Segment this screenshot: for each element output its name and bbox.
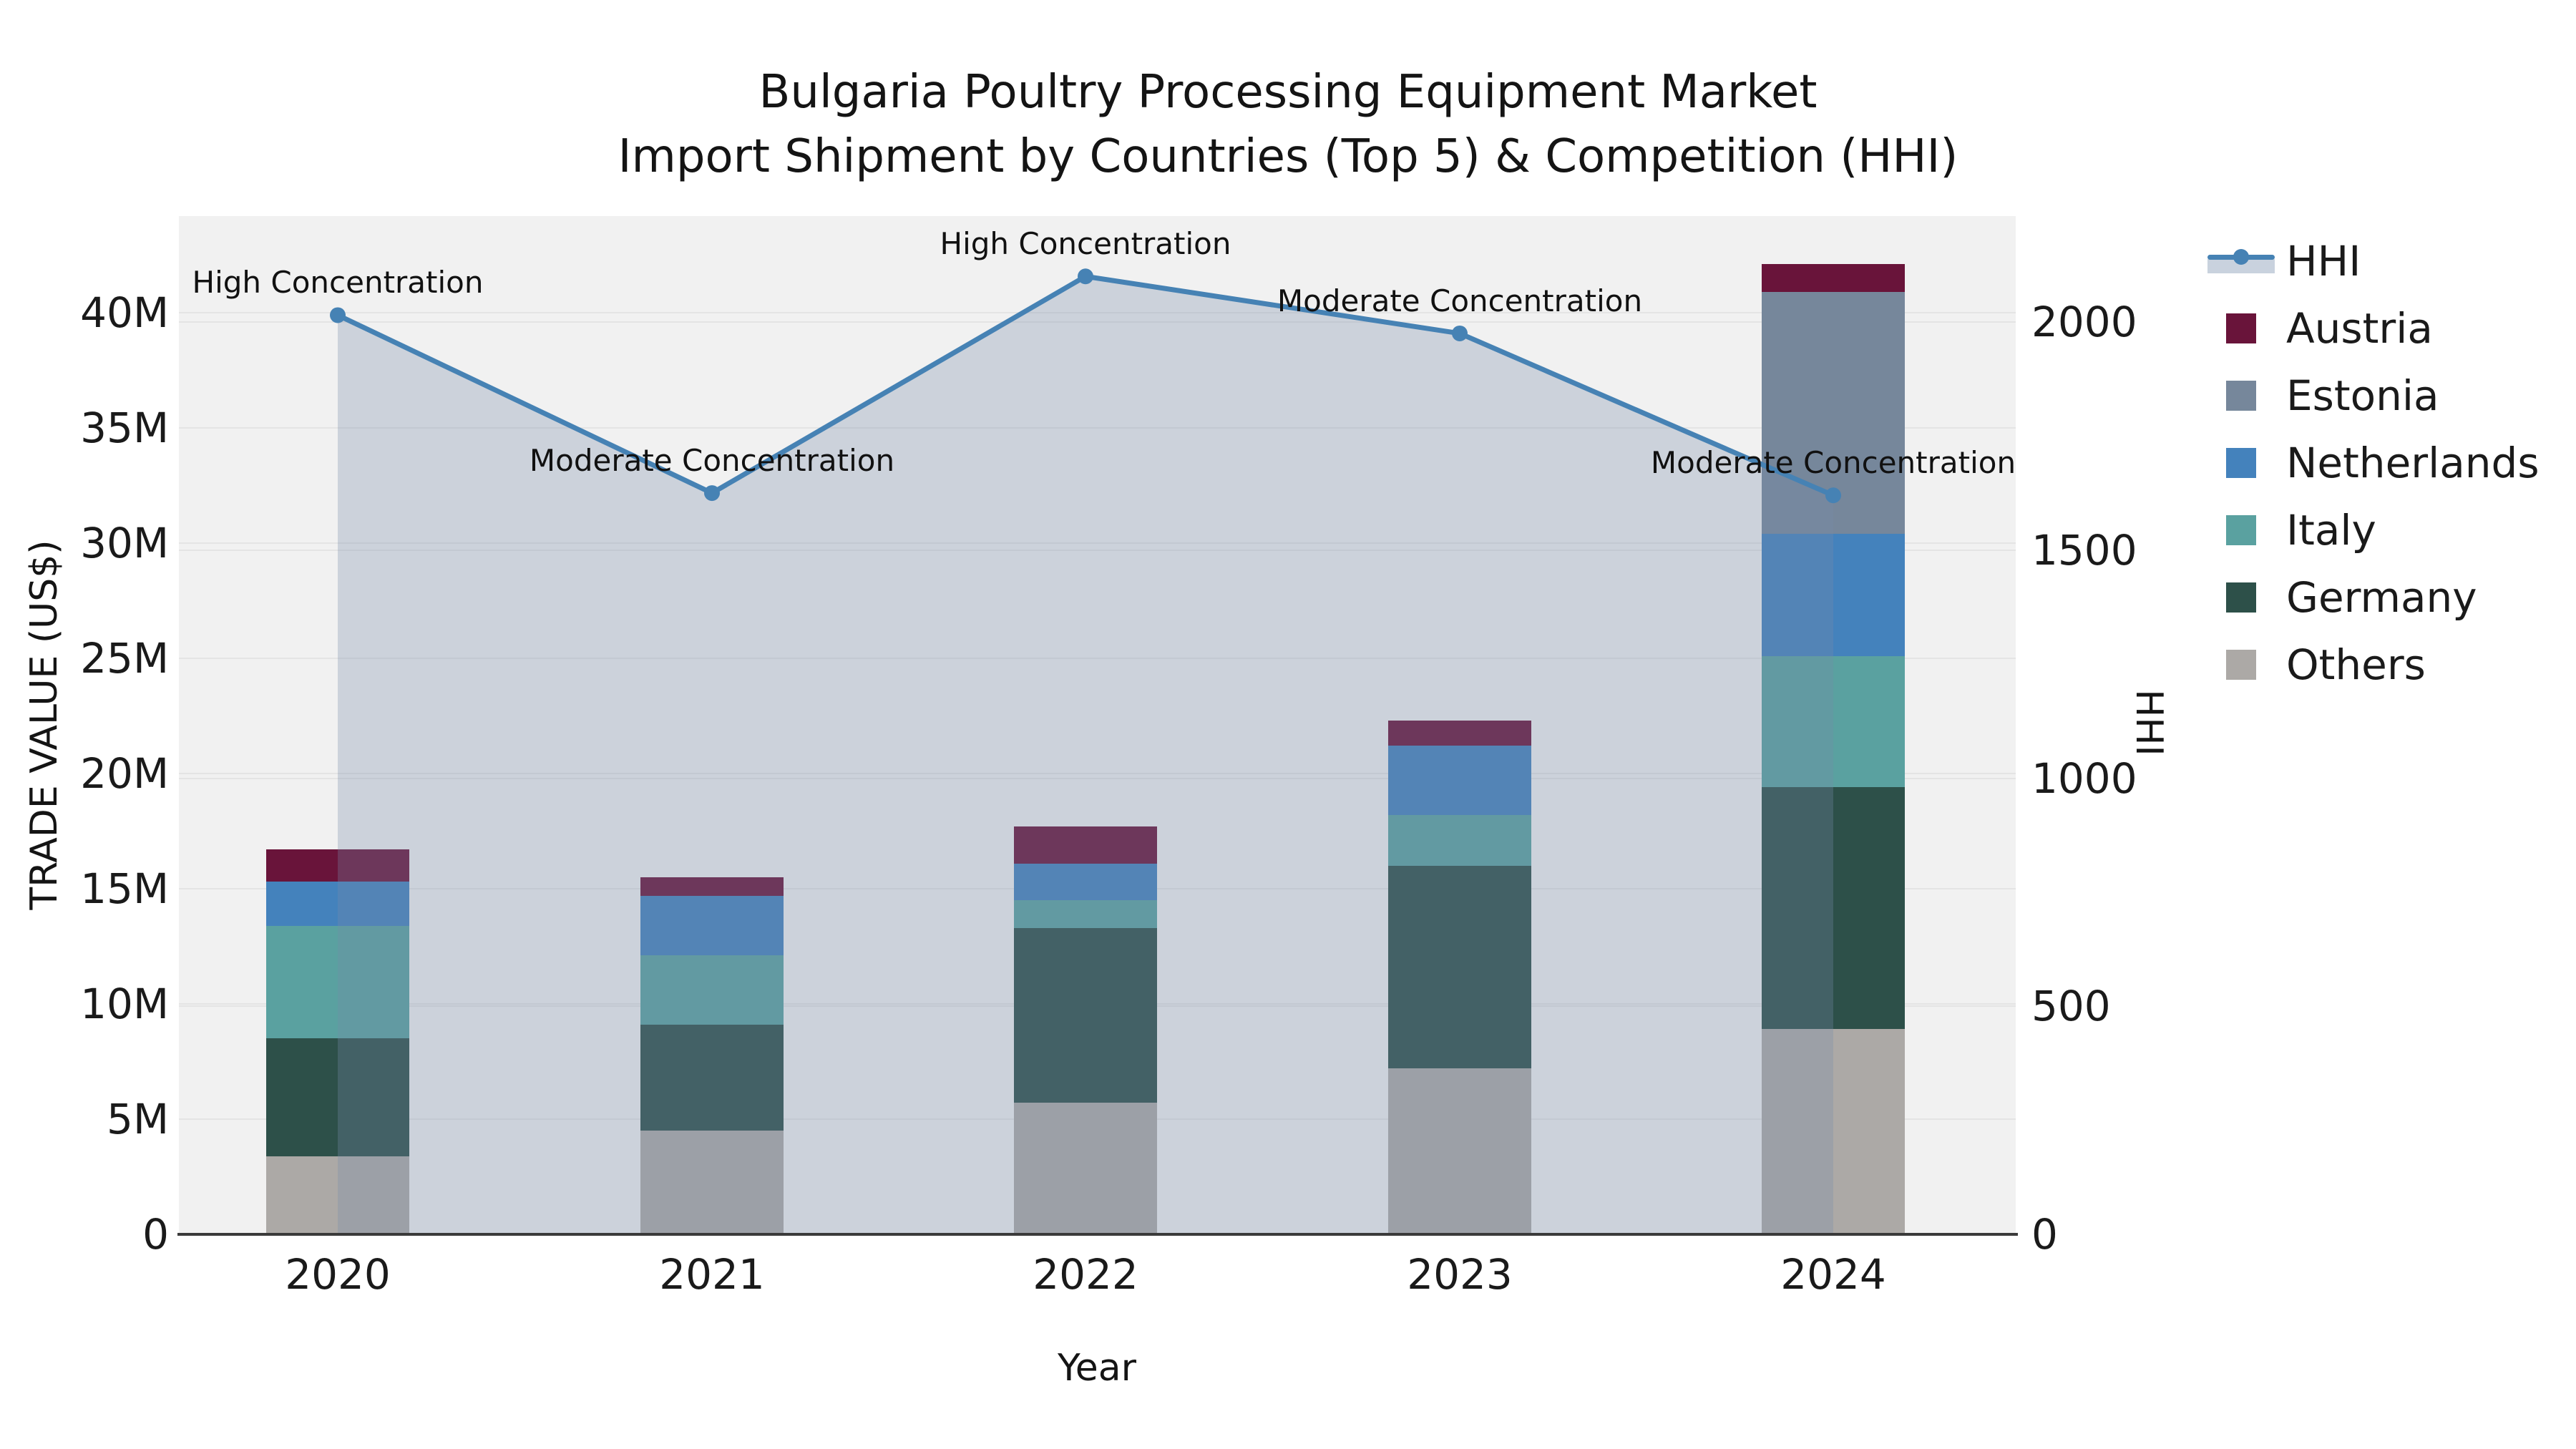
bar-2023-austria xyxy=(1388,720,1531,746)
legend: HHI Austria Estonia Netherlands Italy Germany… xyxy=(2207,237,2540,689)
bar-2021-others xyxy=(640,1131,784,1234)
hhi-line-sample-icon xyxy=(2207,245,2275,277)
annotation-label: High Concentration xyxy=(940,226,1231,262)
bar-2022-others xyxy=(1014,1103,1157,1234)
chart-subtitle: Import Shipment by Countries (Top 5) & C… xyxy=(618,130,1958,183)
legend-swatch-germany xyxy=(2226,582,2256,613)
gridline-left xyxy=(179,658,2016,659)
bar-2021-netherlands xyxy=(640,895,784,956)
x-tick-2023: 2023 xyxy=(1407,1250,1513,1299)
y-right-tick-1500: 1500 xyxy=(2031,525,2137,575)
gridline-right xyxy=(179,778,2016,779)
bar-2023-germany xyxy=(1388,865,1531,1069)
y-right-tick-500: 500 xyxy=(2031,982,2111,1031)
hhi-fill-swatch xyxy=(2207,259,2275,273)
legend-label-austria: Austria xyxy=(2286,304,2433,353)
y-axis-label-right: HHI xyxy=(2127,689,2170,756)
bar-2024-netherlands xyxy=(1762,534,1905,656)
bar-2020-netherlands xyxy=(266,882,409,926)
bar-2024-others xyxy=(1762,1029,1905,1234)
x-tick-2020: 2020 xyxy=(285,1250,391,1299)
legend-item-hhi: HHI xyxy=(2207,237,2540,286)
legend-item-estonia: Estonia xyxy=(2207,371,2540,420)
plot-area: High Concentration Moderate Concentration… xyxy=(179,216,2016,1234)
hhi-marker-2022 xyxy=(1078,268,1093,285)
legend-item-netherlands: Netherlands xyxy=(2207,439,2540,487)
annotation-label: High Concentration xyxy=(192,265,484,301)
x-tick-2022: 2022 xyxy=(1033,1250,1138,1299)
gridline-right xyxy=(179,321,2016,323)
x-axis-label: Year xyxy=(1057,1347,1137,1390)
y-left-tick-10M: 10M xyxy=(80,980,169,1028)
bar-2023-netherlands xyxy=(1388,746,1531,815)
annotation-label: Moderate Concentration xyxy=(1277,283,1643,318)
bar-2022-netherlands xyxy=(1014,863,1157,901)
chart-title: Bulgaria Poultry Processing Equipment Ma… xyxy=(758,66,1818,119)
legend-label-others: Others xyxy=(2286,640,2426,689)
bar-2021-germany xyxy=(640,1024,784,1131)
legend-item-austria: Austria xyxy=(2207,304,2540,353)
bar-2020-italy xyxy=(266,925,409,1039)
y-left-tick-15M: 15M xyxy=(80,864,169,913)
bar-2020-others xyxy=(266,1156,409,1234)
y-left-tick-40M: 40M xyxy=(80,288,169,337)
bar-2022-germany xyxy=(1014,927,1157,1103)
bar-2024-germany xyxy=(1762,787,1905,1030)
y-axis-label-left: TRADE VALUE (US$) xyxy=(23,540,66,910)
bar-2021-austria xyxy=(640,877,784,896)
legend-label-hhi: HHI xyxy=(2286,237,2361,286)
gridline-left xyxy=(179,542,2016,544)
hhi-marker-dot xyxy=(2233,249,2249,265)
annotation-label: Moderate Concentration xyxy=(529,443,895,479)
x-tick-2021: 2021 xyxy=(659,1250,765,1299)
y-right-tick-1000: 1000 xyxy=(2031,753,2137,803)
legend-item-others: Others xyxy=(2207,640,2540,689)
y-right-tick-2000: 2000 xyxy=(2031,298,2137,346)
x-tick-2024: 2024 xyxy=(1780,1250,1886,1299)
bar-2024-estonia xyxy=(1762,292,1905,535)
y-left-tick-20M: 20M xyxy=(80,749,169,798)
bar-2024-austria xyxy=(1762,264,1905,292)
annotation-label: Moderate Concentration xyxy=(1650,445,2016,481)
legend-item-germany: Germany xyxy=(2207,573,2540,622)
legend-swatch-estonia xyxy=(2226,381,2256,411)
bar-2021-italy xyxy=(640,955,784,1025)
bar-2020-germany xyxy=(266,1038,409,1156)
legend-swatch-others xyxy=(2226,650,2256,680)
gridline-left xyxy=(179,427,2016,429)
y-left-tick-30M: 30M xyxy=(80,519,169,567)
y-left-tick-5M: 5M xyxy=(107,1095,169,1143)
legend-label-germany: Germany xyxy=(2286,573,2477,622)
gridline-left xyxy=(179,312,2016,313)
legend-swatch-austria xyxy=(2226,313,2256,343)
gridline-right xyxy=(179,550,2016,551)
y-left-tick-0: 0 xyxy=(142,1210,169,1259)
bar-2024-italy xyxy=(1762,655,1905,788)
legend-swatch-italy xyxy=(2226,515,2256,545)
bar-2022-italy xyxy=(1014,900,1157,928)
bar-2022-austria xyxy=(1014,826,1157,864)
gridline-left xyxy=(179,773,2016,774)
bar-2023-italy xyxy=(1388,814,1531,866)
legend-swatch-netherlands xyxy=(2226,448,2256,478)
hhi-marker-2023 xyxy=(1452,325,1468,341)
hhi-marker-2021 xyxy=(704,485,720,502)
y-left-tick-35M: 35M xyxy=(80,404,169,452)
bar-2023-others xyxy=(1388,1068,1531,1234)
bar-2020-austria xyxy=(266,849,409,882)
x-axis-line xyxy=(177,1233,2018,1236)
legend-label-estonia: Estonia xyxy=(2286,371,2439,420)
y-right-tick-0: 0 xyxy=(2031,1210,2058,1259)
y-left-tick-25M: 25M xyxy=(80,634,169,683)
legend-label-italy: Italy xyxy=(2286,506,2376,555)
legend-item-italy: Italy xyxy=(2207,506,2540,555)
legend-label-netherlands: Netherlands xyxy=(2286,439,2540,487)
